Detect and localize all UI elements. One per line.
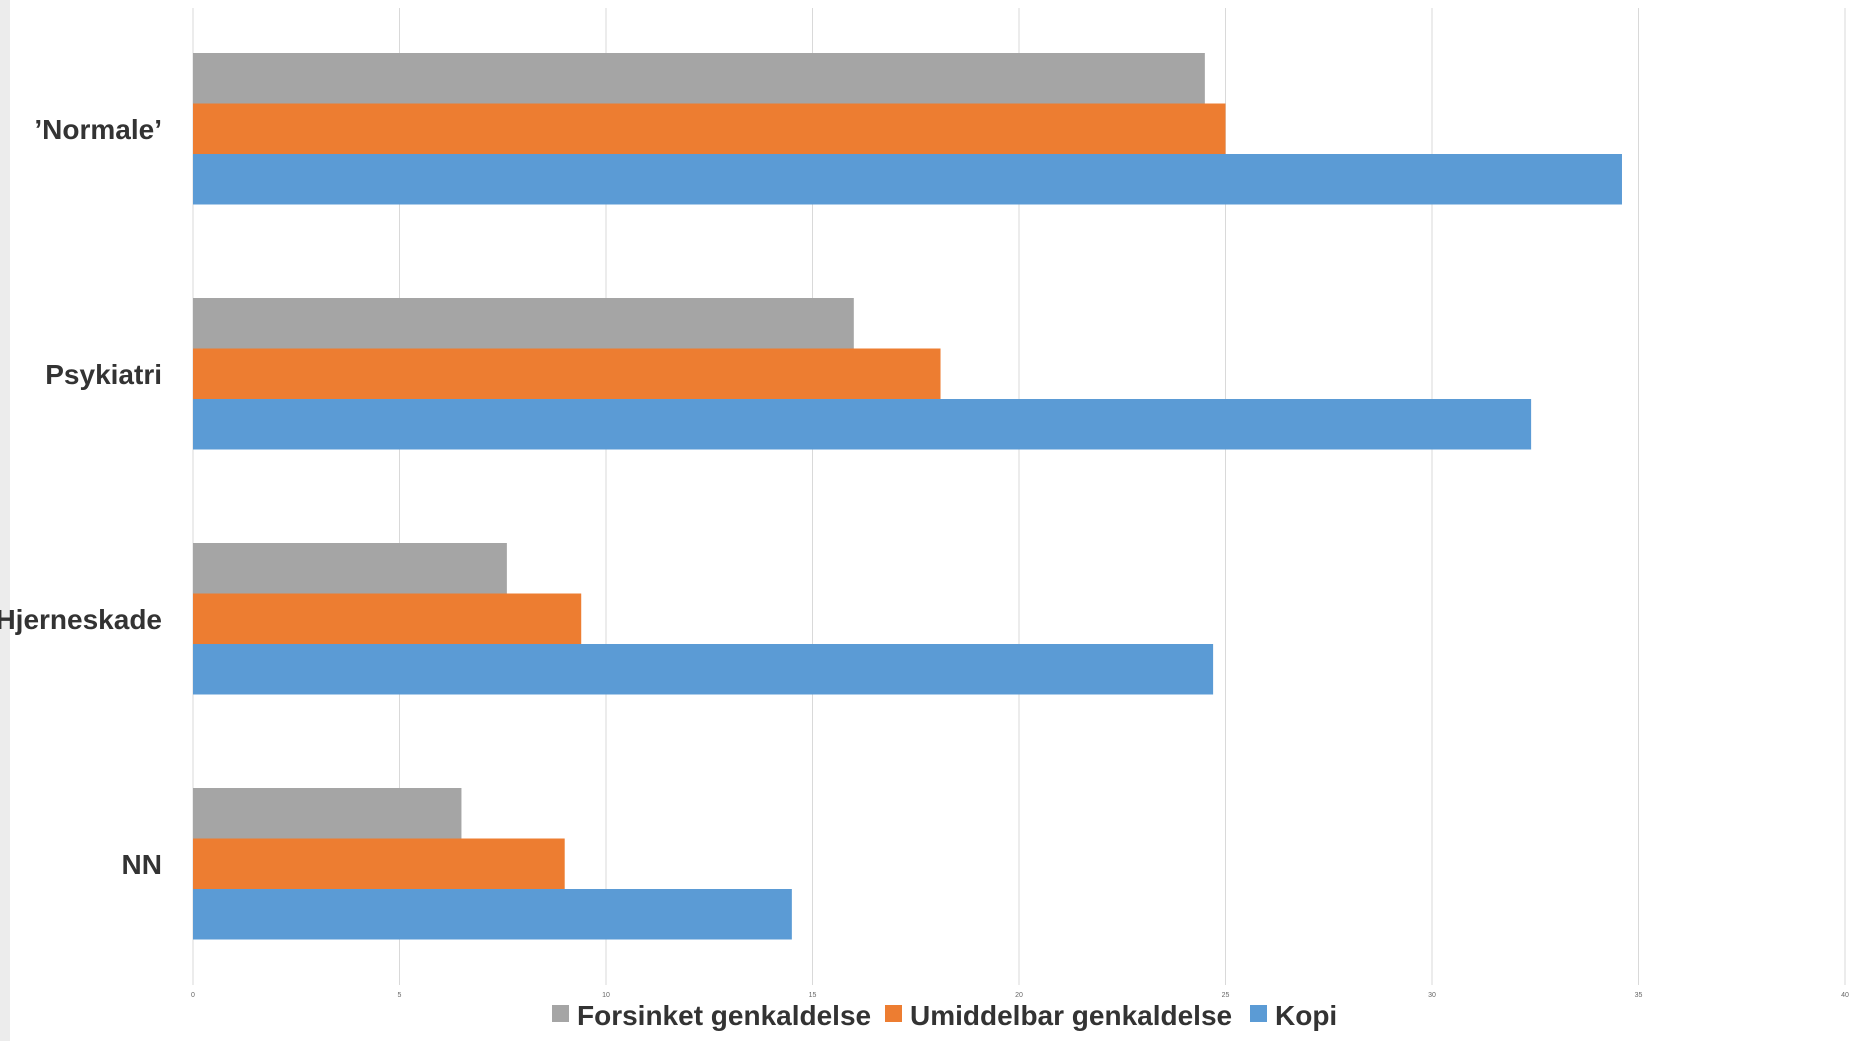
x-tick-label-7: 35 [1635, 992, 1643, 999]
bar-2-0 [193, 543, 507, 594]
legend-swatch-2 [1250, 1005, 1267, 1022]
bar-2-1 [193, 593, 582, 644]
x-tick-labels: 0 5 10 15 20 25 30 35 40 [191, 992, 1849, 999]
x-tick-label-1: 5 [398, 992, 402, 999]
bar-1-2 [193, 399, 1532, 450]
bar-1-0 [193, 298, 854, 349]
x-tick-label-4: 20 [1015, 992, 1023, 999]
legend-label-2: Kopi [1275, 1000, 1337, 1031]
x-tick-label-0: 0 [191, 992, 195, 999]
x-tick-label-5: 25 [1222, 992, 1230, 999]
bar-3-1 [193, 838, 565, 889]
bar-1-1 [193, 348, 941, 399]
x-tick-label-3: 15 [809, 992, 817, 999]
bar-0-0 [193, 53, 1205, 104]
bars [193, 53, 1622, 940]
legend-label-1: Umiddelbar genkaldelse [910, 1000, 1232, 1031]
bar-2-2 [193, 644, 1214, 695]
legend-swatch-1 [885, 1005, 902, 1022]
legend-swatch-0 [552, 1005, 569, 1022]
x-tick-label-2: 10 [602, 992, 610, 999]
category-label-3: NN [122, 849, 162, 880]
legend: Forsinket genkaldelse Umiddelbar genkalde… [552, 1000, 1337, 1031]
left-edge-strip [0, 0, 10, 1041]
category-label-0: ’Normale’ [34, 114, 162, 145]
x-tick-label-8: 40 [1841, 992, 1849, 999]
category-label-2: Hjerneskade [0, 604, 162, 635]
legend-label-0: Forsinket genkaldelse [577, 1000, 871, 1031]
bar-3-0 [193, 788, 462, 839]
category-label-1: Psykiatri [45, 359, 162, 390]
bar-0-2 [193, 154, 1622, 205]
bar-0-1 [193, 103, 1226, 154]
x-tick-label-6: 30 [1428, 992, 1436, 999]
bar-3-2 [193, 889, 792, 940]
category-labels: ’Normale’ Psykiatri Hjerneskade NN [0, 114, 162, 880]
